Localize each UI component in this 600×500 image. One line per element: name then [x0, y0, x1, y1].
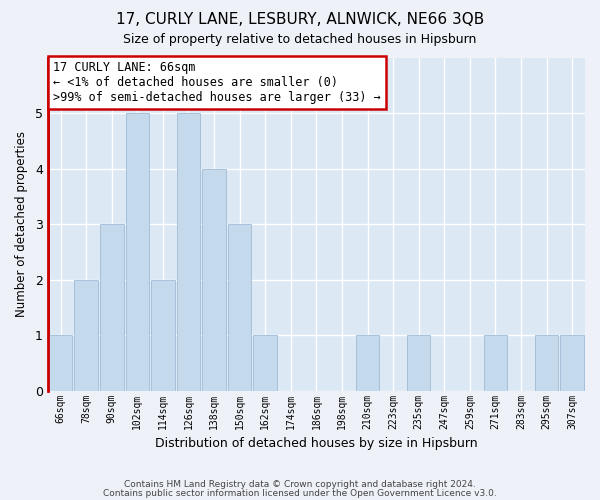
Bar [151, 280, 175, 390]
Bar [100, 224, 124, 390]
Text: Size of property relative to detached houses in Hipsburn: Size of property relative to detached ho… [124, 32, 476, 46]
Bar [560, 335, 584, 390]
Bar [407, 335, 430, 390]
Bar [484, 335, 507, 390]
X-axis label: Distribution of detached houses by size in Hipsburn: Distribution of detached houses by size … [155, 437, 478, 450]
Text: 17 CURLY LANE: 66sqm
← <1% of detached houses are smaller (0)
>99% of semi-detac: 17 CURLY LANE: 66sqm ← <1% of detached h… [53, 61, 381, 104]
Bar [228, 224, 251, 390]
Bar [356, 335, 379, 390]
Bar [177, 113, 200, 390]
Y-axis label: Number of detached properties: Number of detached properties [15, 131, 28, 317]
Bar [125, 113, 149, 390]
Bar [202, 168, 226, 390]
Bar [253, 335, 277, 390]
Bar [535, 335, 559, 390]
Bar [74, 280, 98, 390]
Bar [49, 335, 73, 390]
Text: Contains public sector information licensed under the Open Government Licence v3: Contains public sector information licen… [103, 488, 497, 498]
Text: Contains HM Land Registry data © Crown copyright and database right 2024.: Contains HM Land Registry data © Crown c… [124, 480, 476, 489]
Text: 17, CURLY LANE, LESBURY, ALNWICK, NE66 3QB: 17, CURLY LANE, LESBURY, ALNWICK, NE66 3… [116, 12, 484, 28]
